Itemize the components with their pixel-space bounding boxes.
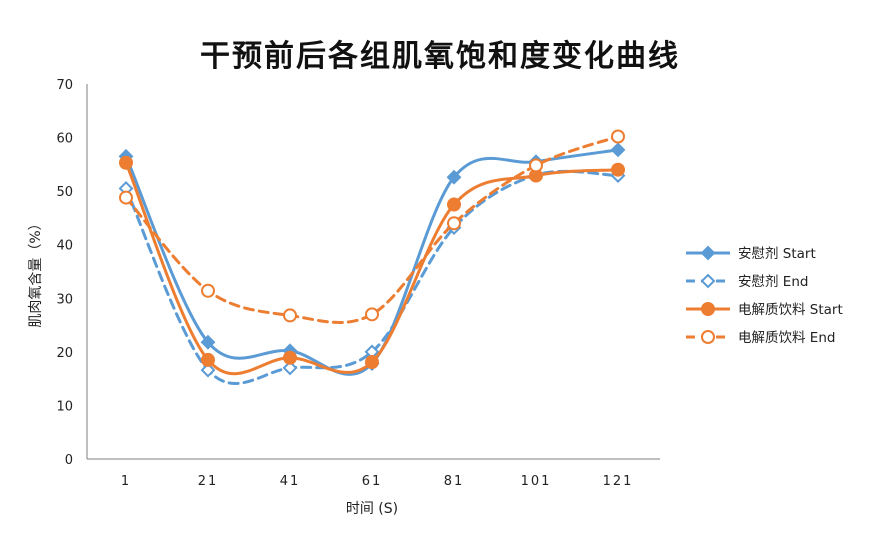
- legend-marker: [700, 273, 716, 289]
- series-line: [124, 161, 620, 376]
- legend: 安慰剂 Start 安慰剂 End 电解质饮料 Start 电解质饮料 End: [686, 245, 843, 346]
- legend-label: 安慰剂 Start: [738, 245, 816, 262]
- data-point: [446, 169, 462, 185]
- legend-item: 安慰剂 End: [686, 273, 808, 290]
- legend-item: 电解质饮料 End: [686, 330, 835, 346]
- y-tick-label: 10: [56, 399, 73, 414]
- data-point: [201, 352, 215, 367]
- series-line: [124, 148, 620, 376]
- x-tick-label: 121: [603, 474, 634, 489]
- x-axis-label: 时间 (S): [346, 501, 398, 517]
- data-point: [200, 362, 216, 378]
- data-point: [529, 158, 543, 173]
- data-point: [200, 334, 216, 350]
- y-tick-label: 30: [56, 292, 73, 307]
- x-tick-label: 1: [121, 474, 131, 489]
- data-point: [282, 360, 298, 376]
- legend-item: 电解质饮料 Start: [686, 302, 843, 318]
- data-point: [447, 216, 461, 231]
- chart-title: 干预前后各组肌氧饱和度变化曲线: [200, 39, 680, 74]
- legend-label: 电解质饮料 Start: [738, 302, 843, 318]
- legend-marker: [701, 302, 715, 316]
- legend-marker: [700, 245, 716, 261]
- data-point: [365, 355, 379, 370]
- legend-label: 电解质饮料 End: [738, 330, 835, 346]
- legend-label: 安慰剂 End: [738, 273, 808, 290]
- y-tick-label: 50: [56, 185, 73, 200]
- y-axis-label: 肌肉氧含量（%）: [28, 216, 44, 327]
- y-tick-label: 60: [56, 132, 73, 147]
- y-tick-label: 40: [56, 239, 73, 254]
- legend-item: 安慰剂 Start: [686, 245, 816, 262]
- series-4: [119, 129, 625, 324]
- data-point: [119, 190, 133, 205]
- x-tick-label: 81: [444, 474, 465, 489]
- data-point: [611, 162, 625, 177]
- series-line: [124, 135, 620, 324]
- data-point: [201, 283, 215, 298]
- y-tick-label: 20: [56, 346, 73, 361]
- x-tick-label: 101: [521, 474, 552, 489]
- y-tick-label: 0: [65, 453, 73, 468]
- data-point: [283, 308, 297, 323]
- data-point: [610, 142, 626, 158]
- series-2: [118, 167, 626, 385]
- legend-marker: [701, 330, 715, 344]
- x-tick-label: 41: [280, 474, 301, 489]
- y-tick-label: 70: [56, 78, 73, 93]
- data-point: [611, 129, 625, 144]
- x-tick-label: 61: [362, 474, 383, 489]
- series-3: [119, 155, 625, 376]
- data-point: [283, 350, 297, 365]
- data-point: [447, 197, 461, 212]
- x-tick-label: 21: [198, 474, 219, 489]
- data-point: [119, 155, 133, 170]
- series-layer: [118, 129, 626, 385]
- data-point: [365, 307, 379, 322]
